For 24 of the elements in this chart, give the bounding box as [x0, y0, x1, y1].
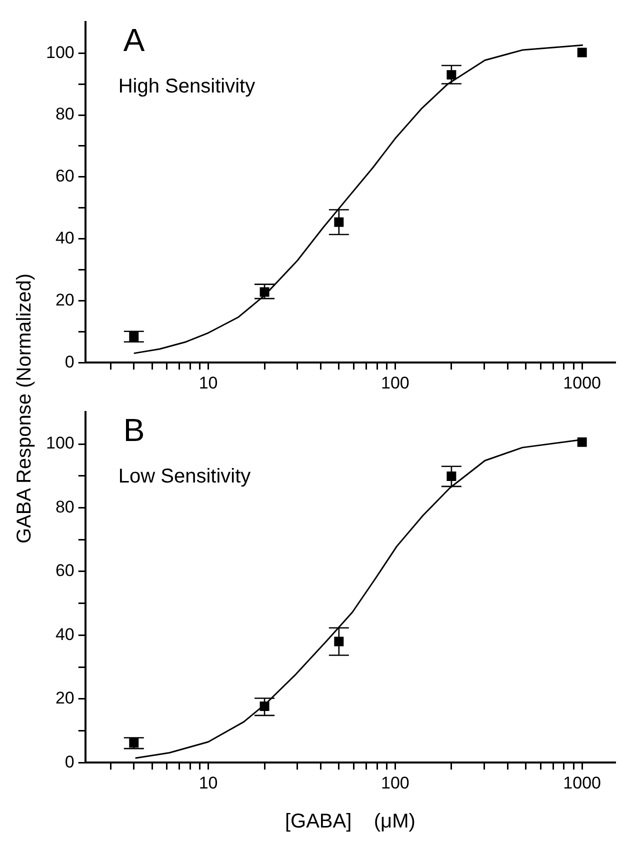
x-tick-label: 100 — [380, 373, 410, 392]
y-tick-label: 20 — [55, 290, 74, 310]
annotation: Low Sensitivity — [118, 466, 251, 488]
y-tick-label: 40 — [55, 624, 74, 644]
y-tick-label: 100 — [46, 42, 74, 62]
annotation: A — [123, 22, 146, 58]
y-tick-label: 100 — [46, 434, 74, 453]
annotation: High Sensitivity — [118, 76, 256, 98]
y-tick-label: 40 — [55, 228, 74, 248]
y-tick-label: 80 — [55, 104, 74, 124]
y-tick-label: 0 — [64, 352, 74, 372]
y-tick-label: 60 — [55, 166, 74, 186]
x-tick-label: 1000 — [563, 373, 601, 392]
x-tick-label: 10 — [198, 773, 218, 792]
annotation: B — [123, 412, 145, 448]
x-tick-label: 1000 — [563, 773, 601, 792]
y-axis-title: GABA Response (Normalized) — [14, 272, 36, 544]
y-tick-label: 0 — [64, 752, 74, 772]
y-tick-label: 80 — [55, 497, 74, 516]
x-tick-label: 100 — [380, 773, 410, 792]
x-tick-label: 10 — [198, 373, 218, 392]
y-tick-label: 60 — [55, 561, 74, 580]
x-axis-title: [GABA] (μM) — [284, 810, 416, 833]
y-tick-label: 20 — [55, 688, 74, 708]
